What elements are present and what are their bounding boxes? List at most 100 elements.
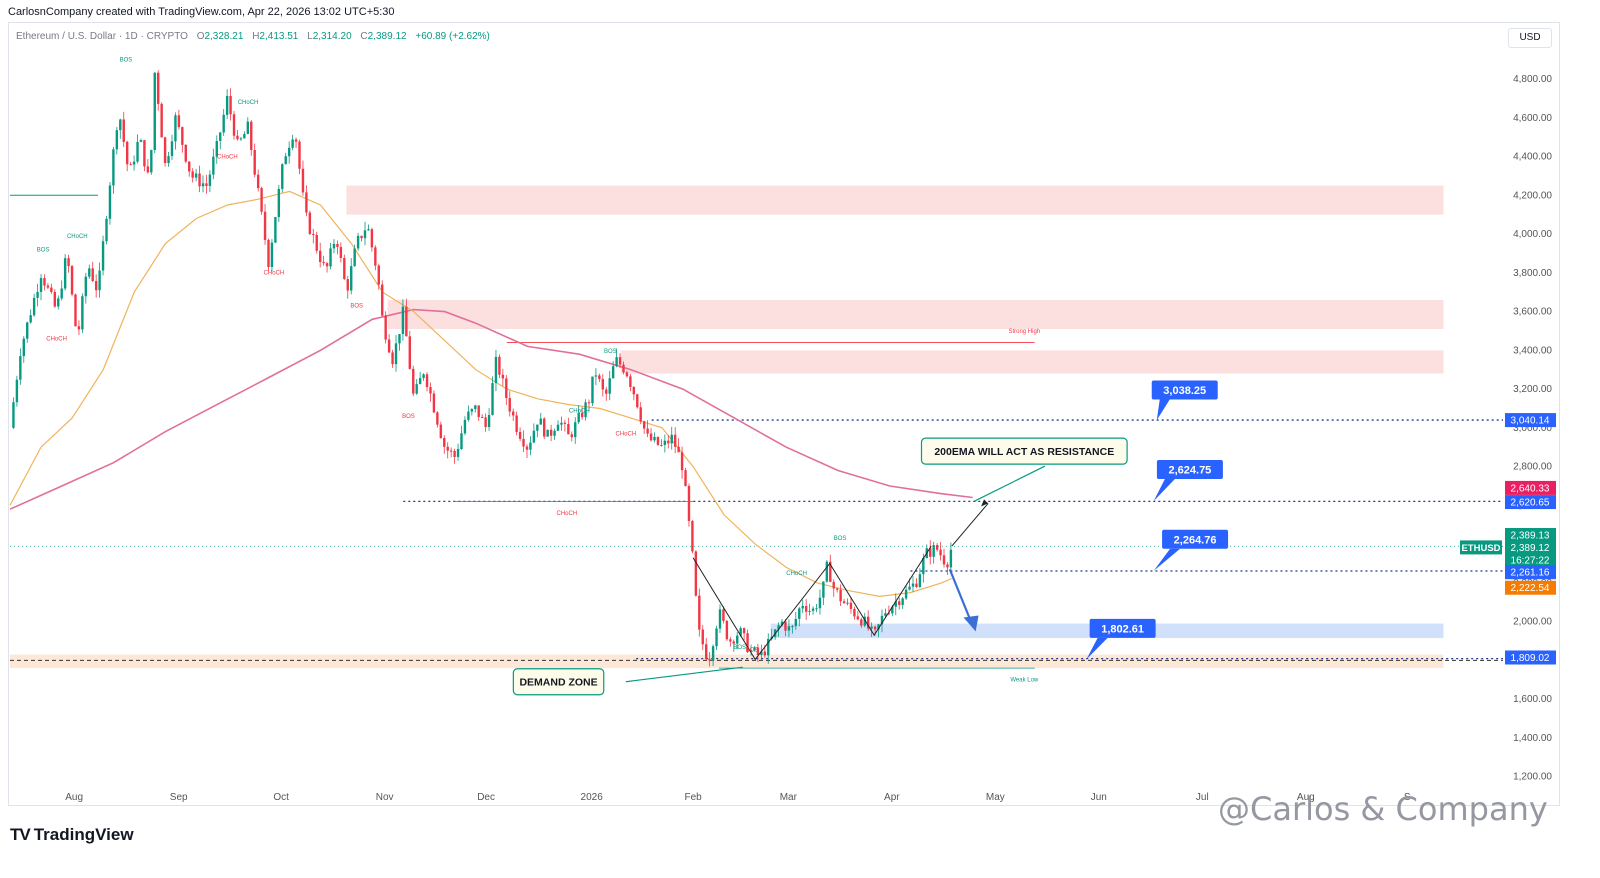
candle-body: [601, 379, 605, 390]
candle-body: [929, 548, 932, 557]
candle-body: [543, 418, 546, 437]
candle-body: [780, 621, 784, 626]
candle-body: [115, 130, 119, 150]
symbol-legend: Ethereum / U.S. Dollar · 1D · CRYPTO O2,…: [16, 31, 490, 42]
candle-body: [239, 138, 243, 140]
candle-body: [415, 384, 418, 394]
candle-body: [608, 378, 611, 394]
candle-body: [184, 144, 187, 162]
candle-body: [484, 417, 487, 427]
candle-body: [449, 450, 453, 452]
structure-label: BOS: [746, 648, 759, 654]
candle-body: [505, 378, 508, 399]
candle-body: [939, 549, 942, 556]
candle-body: [322, 262, 325, 264]
candle-body: [922, 558, 925, 575]
candle-body: [408, 336, 411, 369]
candle-body: [22, 338, 25, 357]
candle-body: [491, 383, 494, 415]
currency-button[interactable]: USD: [1508, 28, 1552, 48]
symbol-badge: [1460, 540, 1502, 555]
demand-zone: [10, 654, 1444, 669]
candle-body: [432, 393, 436, 413]
note-box: [512, 668, 605, 696]
structure-label: CHoCH: [615, 432, 636, 438]
candle-body: [494, 356, 498, 384]
structure-label: BOS: [834, 536, 847, 542]
change-value: +60.89 (+2.62%): [415, 31, 490, 42]
candle-body: [205, 183, 208, 187]
x-tick-label: Nov: [376, 792, 394, 803]
candle-body: [546, 429, 549, 437]
candle-body: [67, 258, 70, 267]
candle-body: [105, 218, 108, 242]
candle-body: [412, 368, 415, 394]
y-tick-label: 4,400.00: [1513, 152, 1552, 163]
structure-label: CHoCH: [238, 100, 259, 106]
candle-body: [515, 415, 518, 432]
candle-body: [19, 356, 22, 380]
candle-body: [777, 625, 780, 630]
candle-body: [160, 103, 163, 138]
ema200-line: [9, 308, 973, 510]
candle-body: [632, 387, 636, 395]
candle-body: [177, 115, 181, 128]
price-badge: [1505, 553, 1556, 568]
candle-body: [129, 164, 132, 166]
structure-label: BOS: [402, 414, 415, 420]
candle-body: [401, 306, 405, 335]
candle-body: [539, 418, 542, 425]
candle-body: [811, 608, 815, 611]
candle-body: [567, 423, 570, 435]
structure-label: CHoCH: [46, 337, 67, 343]
structure-label: Strong High: [1008, 329, 1040, 335]
projection-arrow-up: [951, 503, 989, 547]
candle-body: [170, 141, 174, 157]
candle-body: [691, 520, 694, 552]
candle-body: [694, 551, 698, 596]
price-badge-text: 2,620.65: [1511, 498, 1550, 509]
candle-body: [439, 424, 443, 438]
candle-body: [708, 659, 711, 661]
candle-body: [453, 450, 456, 457]
candle-body: [367, 229, 370, 231]
candle-body: [222, 114, 225, 133]
low-value: 2,314.20: [312, 31, 352, 42]
candle-body: [260, 188, 263, 212]
candle-body: [460, 433, 463, 449]
candle-body: [615, 357, 618, 367]
candle-body: [829, 561, 832, 582]
candle-body: [508, 398, 511, 412]
callout-text: 3,038.25: [1163, 385, 1206, 397]
x-tick-label: Feb: [684, 792, 702, 803]
candle-body: [377, 265, 380, 285]
price-badge: [1505, 565, 1556, 580]
candle-body: [815, 608, 818, 610]
candle-body: [70, 266, 74, 295]
candle-body: [229, 95, 232, 115]
candle-body: [763, 651, 766, 656]
y-tick-label: 3,600.00: [1513, 307, 1552, 318]
candle-body: [753, 647, 756, 651]
candle-body: [188, 161, 191, 172]
brand-name: TradingView: [33, 825, 134, 844]
candle-body: [932, 545, 935, 557]
callout-text: 2,264.76: [1174, 534, 1217, 546]
candle-body: [298, 141, 301, 169]
symbol-name[interactable]: Ethereum / U.S. Dollar · 1D · CRYPTO: [16, 31, 188, 42]
callout-pointer: [1153, 479, 1175, 502]
x-tick-label: Apr: [884, 792, 900, 803]
chart-frame: [8, 22, 1560, 806]
candle-body: [849, 602, 853, 609]
candle-body: [284, 156, 287, 165]
structure-label: CHoCH: [786, 571, 807, 577]
tradingview-brand[interactable]: TV TradingView: [10, 825, 134, 845]
candle-body: [318, 250, 322, 263]
candle-body: [756, 647, 760, 656]
candle-body: [157, 72, 160, 104]
candle-body: [43, 278, 46, 286]
candle-body: [370, 229, 374, 248]
candle-body: [898, 601, 901, 605]
price-badge: [1505, 495, 1556, 510]
